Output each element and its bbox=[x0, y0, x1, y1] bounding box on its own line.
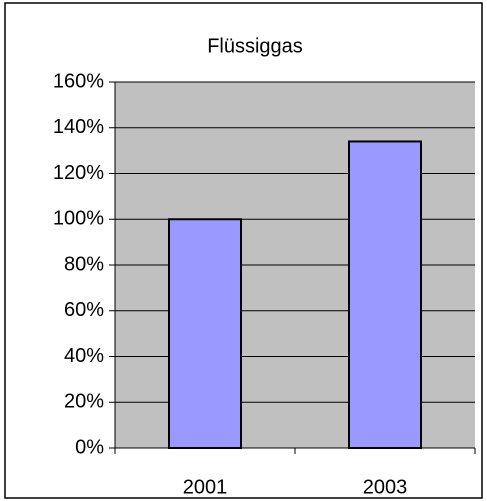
y-tick-label: 120% bbox=[53, 162, 104, 184]
y-tick-label: 80% bbox=[64, 253, 104, 275]
y-tick-label: 160% bbox=[53, 70, 104, 92]
bar bbox=[348, 140, 422, 449]
x-tick-label: 2001 bbox=[183, 476, 228, 498]
bar bbox=[168, 218, 242, 449]
y-tick-label: 100% bbox=[53, 208, 104, 230]
y-tick-label: 20% bbox=[64, 391, 104, 413]
x-tick-label: 2003 bbox=[363, 476, 408, 498]
y-tick-label: 0% bbox=[75, 436, 104, 458]
y-tick-label: 40% bbox=[64, 345, 104, 367]
y-tick-label: 140% bbox=[53, 116, 104, 138]
chart-title: Flüssiggas bbox=[207, 35, 303, 57]
y-tick-label: 60% bbox=[64, 299, 104, 321]
